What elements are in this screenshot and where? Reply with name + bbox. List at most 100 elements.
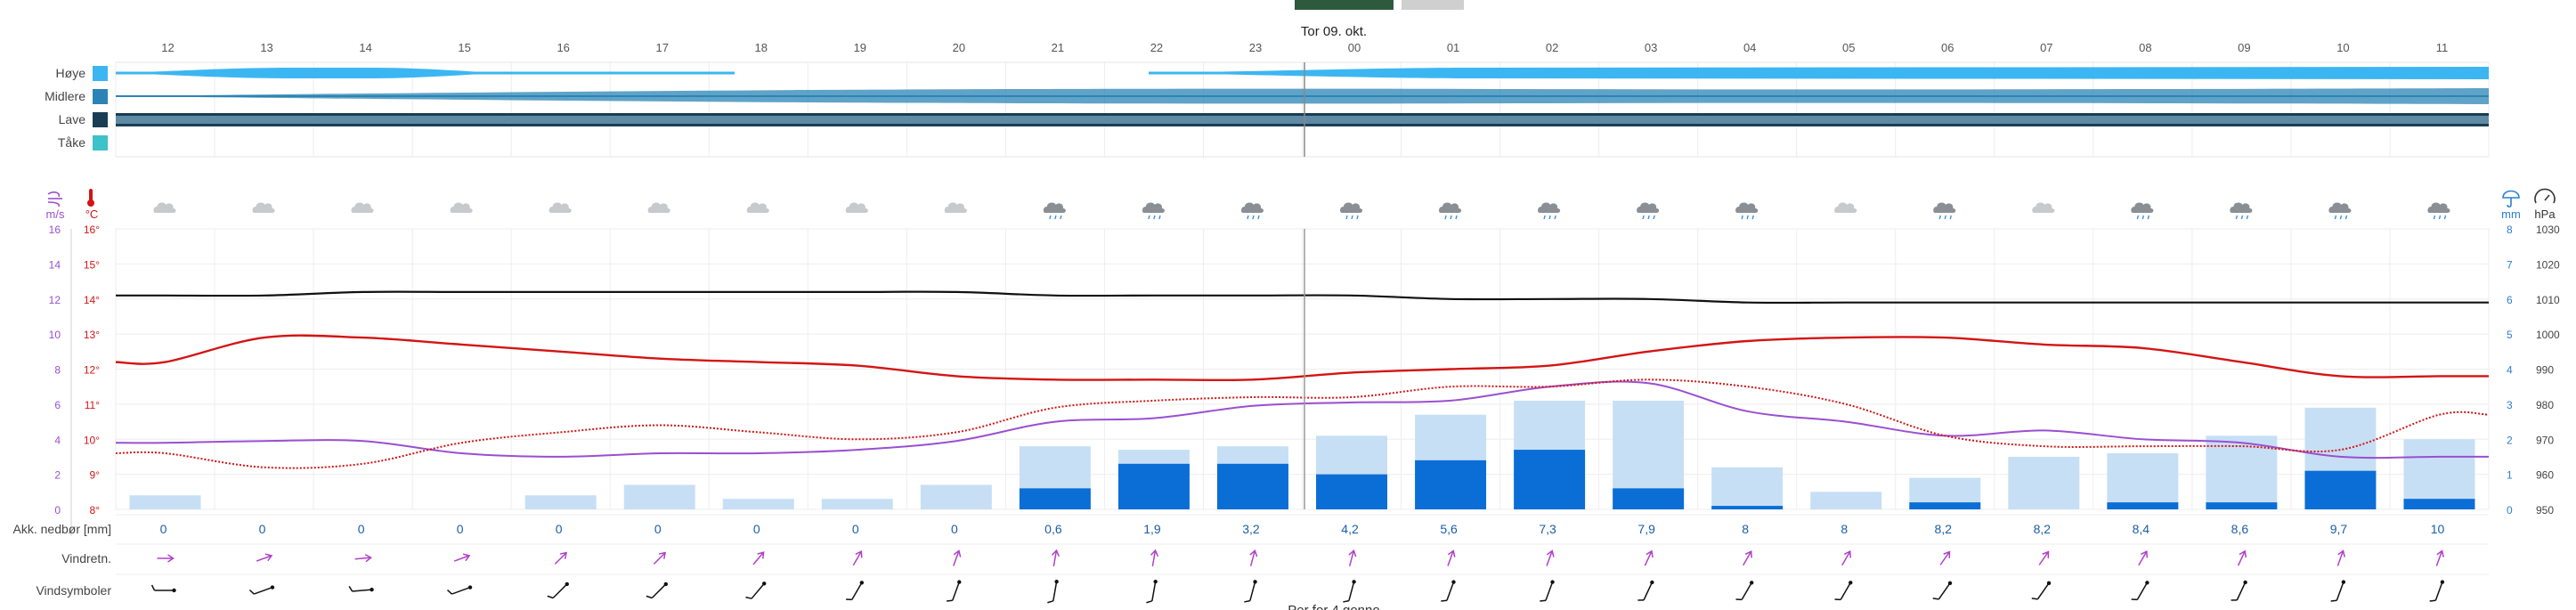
rain-cloud-icon — [1538, 202, 1561, 220]
precip-tick-label: 5 — [2507, 329, 2513, 341]
high-cloud-band — [1149, 67, 2489, 79]
temp-tick-label: 11° — [85, 399, 100, 411]
wind-tick-label: 16 — [49, 224, 61, 236]
wind-tick-label: 0 — [54, 504, 61, 516]
accumulated-precip-value: 3,2 — [1242, 522, 1260, 536]
rain-cloud-icon — [1240, 202, 1264, 220]
hour-label: 10 — [2336, 41, 2349, 54]
wind-barb-icon — [2429, 580, 2445, 602]
accumulated-precip-value: 7,9 — [1637, 522, 1655, 536]
wind-barb-icon — [646, 582, 669, 599]
accumulated-precip-value: 4,2 — [1341, 522, 1359, 536]
pressure-tick-label: 1010 — [2536, 294, 2560, 306]
wind-barb-icon — [1735, 581, 1754, 601]
temp-tick-label: 16° — [84, 224, 100, 236]
precip-max-bar — [129, 495, 201, 509]
rain-cloud-icon — [2131, 202, 2154, 220]
wind-barb-icon — [1146, 579, 1158, 604]
accumulated-precip-value: 8 — [1742, 522, 1749, 536]
temp-tick-label: 10° — [84, 434, 100, 446]
rain-cloud-icon — [1735, 202, 1759, 220]
temp-tick-label: 15° — [84, 258, 100, 271]
wind-barb-icon — [1441, 580, 1456, 602]
accumulated-precip-value: 0 — [753, 522, 760, 536]
hour-label: 04 — [1743, 41, 1756, 54]
pressure-tick-label: 960 — [2536, 469, 2554, 482]
precip-bar — [2107, 502, 2179, 509]
view-tab-2[interactable] — [1402, 0, 1464, 10]
wind-tick-label: 2 — [54, 469, 61, 482]
temp-tick-label: 13° — [84, 329, 100, 341]
hour-label: 23 — [1249, 41, 1262, 54]
wind-barb-icon — [846, 581, 865, 601]
rain-cloud-icon — [2230, 202, 2253, 220]
cloud-layer-label: Lave — [59, 112, 86, 126]
pressure-tick-label: 1030 — [2536, 224, 2560, 236]
accumulated-precip-value: 0 — [160, 522, 167, 536]
hour-label: 05 — [1842, 41, 1855, 54]
wind-barb-icon — [2131, 581, 2149, 601]
wind-direction-arrow-icon — [752, 551, 765, 565]
wind-direction-arrow-icon — [2038, 550, 2050, 565]
pressure-tick-label: 970 — [2536, 434, 2554, 446]
umbrella-icon — [2502, 190, 2520, 208]
dewpoint-line — [115, 378, 2490, 469]
precip-bar — [1316, 474, 1387, 509]
view-tab-1[interactable] — [1295, 0, 1394, 10]
wind-direction-arrow-icon — [1051, 549, 1060, 566]
precip-bar — [1117, 463, 1190, 509]
wind-barb-icon — [1244, 580, 1257, 603]
hour-label: 22 — [1150, 41, 1163, 54]
cloud-swatch — [93, 66, 108, 81]
precip-bar — [1909, 502, 1981, 509]
precip-unit-label: mm — [2501, 207, 2521, 221]
accumulated-precip-value: 0 — [457, 522, 464, 536]
wind-barb-icon — [2330, 580, 2346, 602]
wind-direction-arrow-icon — [1644, 549, 1654, 566]
wind-direction-arrow-icon — [256, 553, 273, 562]
hour-label: 02 — [1546, 41, 1558, 54]
rain-cloud-icon — [2328, 202, 2352, 220]
wind-barb-icon — [2031, 581, 2052, 600]
cloud-icon — [845, 202, 868, 213]
hour-label: 16 — [557, 41, 569, 54]
accumulated-precip-value: 9,7 — [2330, 522, 2348, 536]
temp-tick-label: 12° — [84, 364, 100, 377]
accumulated-precip-value: 0 — [852, 522, 859, 536]
wind-unit-label: m/s — [46, 207, 65, 221]
hour-label: 12 — [161, 41, 174, 54]
accumulated-precip-value: 8,2 — [1935, 522, 1953, 536]
pressure-tick-label: 990 — [2536, 364, 2554, 377]
cloud-icon — [647, 202, 670, 213]
wind-direction-arrow-icon — [1939, 550, 1951, 565]
precip-max-bar — [821, 499, 893, 509]
accumulated-precip-value: 8,6 — [2231, 522, 2249, 536]
date-label: Tor 09. okt. — [1301, 24, 1367, 39]
temperature-line — [115, 334, 2489, 382]
cloud-icon — [746, 202, 769, 213]
precip-tick-label: 0 — [2507, 504, 2513, 516]
pressure-gauge-icon — [2534, 188, 2556, 204]
wind-symbol-row-label: Vindsymboler — [36, 583, 111, 598]
cloud-icon — [450, 202, 473, 213]
pressure-tick-label: 950 — [2536, 504, 2554, 516]
precip-tick-label: 2 — [2507, 434, 2513, 446]
accumulated-precip-value: 0 — [951, 522, 958, 536]
cloud-icon — [153, 202, 176, 213]
precip-row-label: Akk. nedbør [mm] — [13, 522, 111, 536]
accumulated-precip-value: 0,6 — [1044, 522, 1062, 536]
hour-label: 21 — [1052, 41, 1064, 54]
wind-tick-label: 4 — [54, 434, 61, 446]
hour-label: 07 — [2040, 41, 2052, 54]
accumulated-precip-value: 0 — [556, 522, 563, 536]
cloud-layer-label: Høye — [56, 66, 86, 80]
hour-label: 00 — [1348, 41, 1361, 54]
hour-label: 17 — [655, 41, 668, 54]
wind-tick-label: 10 — [49, 329, 61, 341]
hour-label: 19 — [854, 41, 866, 54]
cloud-layer-label: Tåke — [58, 135, 85, 150]
precip-max-bar — [2403, 439, 2475, 509]
wind-direction-arrow-icon — [1743, 550, 1752, 566]
wind-direction-arrow-icon — [1841, 550, 1851, 566]
wind-direction-arrow-icon — [953, 549, 962, 566]
